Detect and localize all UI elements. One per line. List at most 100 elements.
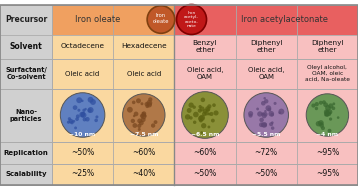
Circle shape [131,119,135,123]
Circle shape [267,108,271,112]
Text: Oleic acid,
OAM: Oleic acid, OAM [187,67,223,80]
Circle shape [76,97,82,103]
Text: ~10 nm: ~10 nm [69,132,96,137]
Circle shape [213,110,219,115]
Circle shape [189,116,193,120]
Circle shape [256,108,259,110]
Circle shape [79,112,85,117]
Text: Oleyl alcohol,
OAM, oleic
acid, Na-oleate: Oleyl alcohol, OAM, oleic acid, Na-oleat… [305,65,350,82]
Circle shape [259,122,264,127]
Circle shape [87,108,92,113]
Circle shape [205,106,211,112]
Circle shape [193,121,197,124]
Circle shape [199,115,205,121]
Bar [52,59,174,88]
Bar [0,142,52,163]
Circle shape [185,114,190,120]
Circle shape [192,105,196,109]
Circle shape [147,6,175,33]
Circle shape [315,107,318,110]
Text: ~50%: ~50% [71,148,94,157]
Text: Iron oleate: Iron oleate [75,15,121,24]
Circle shape [139,120,144,125]
Bar [0,5,52,35]
Circle shape [82,112,85,115]
Circle shape [269,122,273,126]
Circle shape [176,5,207,35]
Circle shape [279,111,281,114]
Circle shape [81,112,85,116]
Circle shape [69,119,73,123]
Circle shape [306,94,349,136]
Text: ~25%: ~25% [71,170,94,178]
Bar [174,5,358,35]
Text: Surfactant/
Co-solvent: Surfactant/ Co-solvent [5,67,47,80]
Circle shape [81,112,87,118]
Circle shape [211,119,215,122]
Circle shape [263,97,266,100]
Circle shape [208,113,211,115]
Circle shape [327,109,332,115]
Circle shape [321,126,325,130]
Circle shape [77,109,81,112]
Text: ~50%: ~50% [193,170,217,178]
Circle shape [148,97,153,101]
Text: Nano-
particles: Nano- particles [10,108,42,122]
Circle shape [95,119,98,122]
Circle shape [324,111,329,116]
Circle shape [145,102,149,106]
Circle shape [68,117,71,120]
Circle shape [122,94,165,136]
Circle shape [209,112,213,116]
Circle shape [266,105,271,111]
Text: ~60%: ~60% [132,148,155,157]
Text: Oleic acid,
OAM: Oleic acid, OAM [248,67,285,80]
Circle shape [326,113,329,117]
Circle shape [198,115,204,122]
Circle shape [74,126,77,129]
Text: ~4 nm: ~4 nm [316,132,338,137]
Circle shape [88,107,93,113]
Circle shape [70,121,74,124]
Circle shape [264,99,268,104]
Circle shape [61,93,105,137]
Text: Oleic acid: Oleic acid [66,70,100,77]
Circle shape [268,111,274,117]
Circle shape [324,114,327,116]
Circle shape [248,114,252,118]
Circle shape [263,123,267,126]
Circle shape [137,124,141,128]
Circle shape [202,112,207,116]
Circle shape [143,113,146,116]
Text: Hexadecene: Hexadecene [121,43,166,50]
Circle shape [144,114,147,117]
Circle shape [141,114,145,117]
Circle shape [142,112,144,115]
Circle shape [198,108,202,113]
Bar [52,35,174,59]
Circle shape [244,93,289,137]
Bar [0,35,52,59]
Circle shape [206,108,210,112]
Bar [0,59,52,88]
Circle shape [73,105,77,110]
Text: ~40%: ~40% [132,170,155,178]
Circle shape [207,104,212,108]
Circle shape [134,112,139,116]
Circle shape [271,121,274,124]
Circle shape [204,111,209,115]
Circle shape [127,107,133,113]
Bar [0,163,52,184]
Circle shape [84,108,87,110]
Text: ~50%: ~50% [255,170,278,178]
Circle shape [137,119,142,123]
Circle shape [132,123,137,128]
Circle shape [261,122,267,128]
Circle shape [261,113,264,116]
Circle shape [332,106,335,110]
Circle shape [198,105,202,108]
Circle shape [199,106,204,112]
Circle shape [154,120,158,124]
Text: Solvent: Solvent [10,42,42,51]
Circle shape [320,122,323,125]
